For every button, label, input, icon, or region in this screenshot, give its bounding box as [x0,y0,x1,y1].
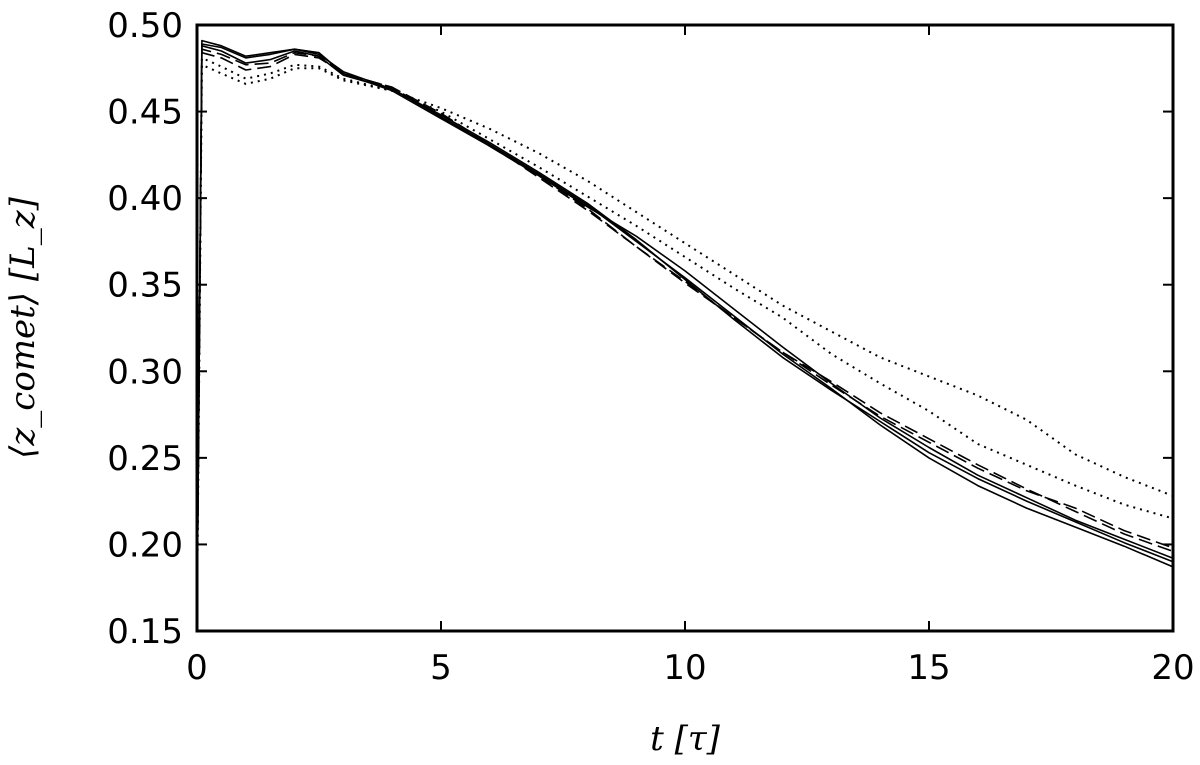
x-axis-label: t [τ] [650,719,721,759]
y-axis-label: ⟨z_comet⟩ [L_z] [3,196,43,459]
x-tick-label: 0 [186,648,208,688]
tick-layer: 0 5 10 15 20 0.15 0.20 0.25 0.30 0.35 0.40 0.45 0.50 [107,6,1194,688]
plot-frame [195,23,1175,633]
y-tick-label: 0.40 [107,179,183,219]
series-line-3-solid [196,45,1174,614]
x-tick-label: 15 [907,648,950,688]
series-line-5-dashed [196,51,1174,614]
y-tick-label: 0.20 [107,525,183,565]
y-tick-label: 0.50 [107,6,183,46]
y-tick-label: 0.25 [107,439,183,479]
x-tick-label: 5 [430,648,452,688]
series-line-4-dashed [196,48,1174,614]
series-line-2-solid [196,39,1174,614]
y-tick-label: 0.30 [107,352,183,392]
series-line-6-dotted [196,56,1174,614]
y-tick-label: 0.35 [107,266,183,306]
y-tick-label: 0.45 [107,93,183,133]
series-line-1-solid [196,43,1174,614]
series-line-7-dotted [196,63,1174,614]
series-layer [196,39,1174,614]
y-tick-label: 0.15 [107,612,183,652]
x-tick-label: 10 [663,648,706,688]
x-tick-label: 20 [1151,648,1194,688]
